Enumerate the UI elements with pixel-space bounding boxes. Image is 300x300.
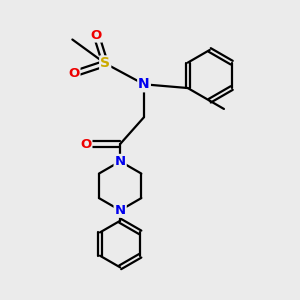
Text: N: N xyxy=(115,155,126,168)
Text: O: O xyxy=(68,68,80,80)
Text: S: S xyxy=(100,56,110,70)
Text: O: O xyxy=(80,137,92,151)
Text: N: N xyxy=(115,204,126,217)
Text: N: N xyxy=(138,77,150,91)
Text: O: O xyxy=(91,28,102,41)
